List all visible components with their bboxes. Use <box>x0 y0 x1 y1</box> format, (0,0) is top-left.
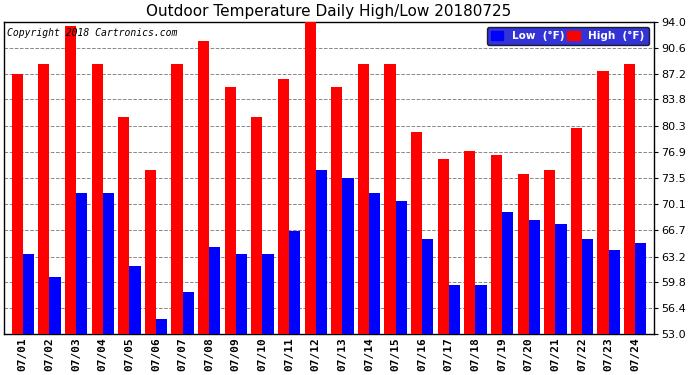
Bar <box>50 277 61 334</box>
Bar <box>582 239 593 334</box>
Bar <box>422 239 433 334</box>
Bar <box>571 129 582 334</box>
Bar <box>624 64 635 334</box>
Bar <box>145 170 156 334</box>
Bar <box>171 64 183 334</box>
Bar <box>529 220 540 334</box>
Bar <box>198 41 209 334</box>
Bar <box>92 64 103 334</box>
Bar <box>251 117 262 334</box>
Bar <box>609 251 620 334</box>
Bar <box>369 193 380 334</box>
Bar <box>225 87 236 334</box>
Bar <box>76 193 87 334</box>
Bar <box>129 266 141 334</box>
Bar <box>156 319 167 334</box>
Bar <box>384 64 395 334</box>
Bar <box>475 285 486 334</box>
Bar <box>12 74 23 334</box>
Bar <box>262 254 274 334</box>
Bar <box>183 292 194 334</box>
Text: Copyright 2018 Cartronics.com: Copyright 2018 Cartronics.com <box>8 28 178 38</box>
Bar <box>118 117 129 334</box>
Bar <box>209 247 220 334</box>
Bar <box>103 193 114 334</box>
Bar <box>342 178 353 334</box>
Bar <box>555 224 566 334</box>
Bar <box>316 170 327 334</box>
Bar <box>411 132 422 334</box>
Bar <box>236 254 247 334</box>
Title: Outdoor Temperature Daily High/Low 20180725: Outdoor Temperature Daily High/Low 20180… <box>146 4 512 19</box>
Bar <box>502 212 513 334</box>
Bar <box>23 254 34 334</box>
Bar <box>331 87 342 334</box>
Bar <box>38 64 50 334</box>
Bar <box>289 231 300 334</box>
Bar <box>635 243 647 334</box>
Legend: Low  (°F), High  (°F): Low (°F), High (°F) <box>487 27 649 45</box>
Bar <box>491 155 502 334</box>
Bar <box>304 22 316 334</box>
Bar <box>437 159 449 334</box>
Bar <box>358 64 369 334</box>
Bar <box>598 71 609 334</box>
Bar <box>395 201 407 334</box>
Bar <box>544 170 555 334</box>
Bar <box>464 152 475 334</box>
Bar <box>449 285 460 334</box>
Bar <box>518 174 529 334</box>
Bar <box>278 79 289 334</box>
Bar <box>65 26 76 334</box>
